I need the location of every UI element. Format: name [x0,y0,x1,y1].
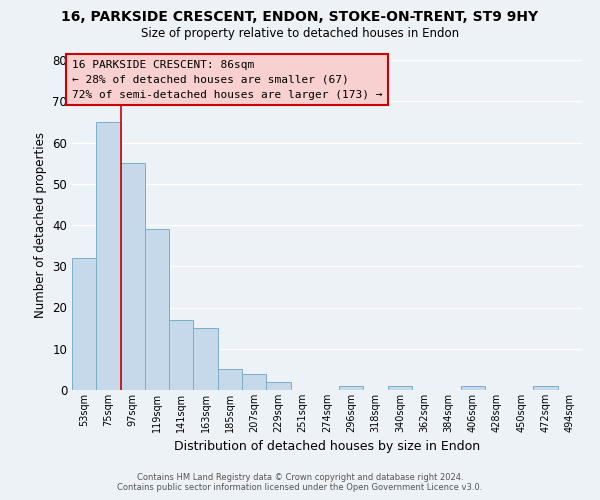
Bar [388,386,412,390]
Bar [242,374,266,390]
Bar [145,229,169,390]
Text: 16 PARKSIDE CRESCENT: 86sqm
← 28% of detached houses are smaller (67)
72% of sem: 16 PARKSIDE CRESCENT: 86sqm ← 28% of det… [72,60,383,100]
Bar [169,320,193,390]
Text: 16, PARKSIDE CRESCENT, ENDON, STOKE-ON-TRENT, ST9 9HY: 16, PARKSIDE CRESCENT, ENDON, STOKE-ON-T… [61,10,539,24]
Bar [339,386,364,390]
Bar [533,386,558,390]
Y-axis label: Number of detached properties: Number of detached properties [34,132,47,318]
Bar [266,382,290,390]
Bar [96,122,121,390]
Bar [218,370,242,390]
Bar [461,386,485,390]
Bar [72,258,96,390]
X-axis label: Distribution of detached houses by size in Endon: Distribution of detached houses by size … [174,440,480,454]
Bar [121,163,145,390]
Bar [193,328,218,390]
Text: Size of property relative to detached houses in Endon: Size of property relative to detached ho… [141,28,459,40]
Text: Contains HM Land Registry data © Crown copyright and database right 2024.
Contai: Contains HM Land Registry data © Crown c… [118,473,482,492]
